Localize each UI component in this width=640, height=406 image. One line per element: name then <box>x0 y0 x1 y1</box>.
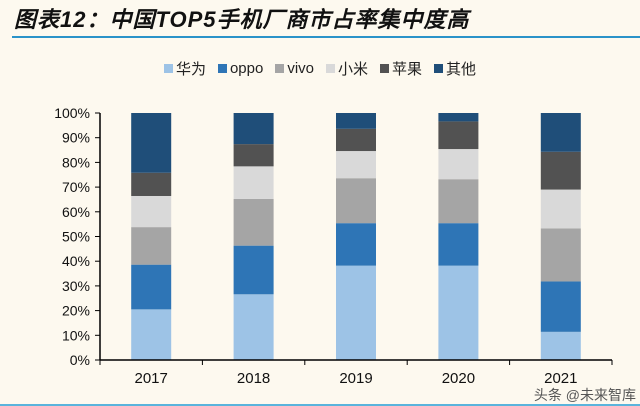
legend-label: 华为 <box>175 61 206 78</box>
y-tick-label: 0% <box>70 352 90 368</box>
legend-label: oppo <box>229 60 264 77</box>
legend-label: 其他 <box>446 61 477 78</box>
legend-swatch <box>434 64 444 73</box>
bottom-divider <box>0 404 640 406</box>
bar-segment <box>233 245 274 295</box>
bar-segment <box>131 309 172 360</box>
y-tick-label: 70% <box>62 179 90 195</box>
y-tick-label: 90% <box>62 130 90 146</box>
legend-item: 苹果 <box>380 58 422 79</box>
bar-segment <box>233 113 274 145</box>
bar-segment <box>438 179 479 224</box>
legend-swatch <box>326 64 336 73</box>
legend-item: oppo <box>217 58 264 79</box>
legend-swatch <box>163 64 173 73</box>
bar-segment <box>540 151 581 190</box>
legend-item: 其他 <box>434 58 476 79</box>
legend-label: 苹果 <box>392 61 423 78</box>
bar-segment <box>131 113 172 173</box>
bar-segment <box>438 121 479 150</box>
y-tick-label: 60% <box>62 204 90 220</box>
bar-segment <box>131 227 172 265</box>
legend: 华为 oppo vivo 小米 苹果 其他 <box>0 58 640 79</box>
y-tick-label: 10% <box>62 327 90 343</box>
title-divider <box>12 36 640 38</box>
x-tick-label: 2019 <box>339 370 372 387</box>
bar-segment <box>438 265 479 360</box>
y-tick-label: 50% <box>62 229 90 245</box>
legend-item: vivo <box>275 58 314 79</box>
watermark: 头条 @未来智库 <box>533 387 636 403</box>
y-tick-label: 80% <box>62 154 90 170</box>
bar-segment <box>336 223 376 266</box>
y-tick-label: 20% <box>62 303 90 319</box>
legend-swatch <box>380 64 390 73</box>
x-tick-label: 2020 <box>442 370 475 387</box>
bar-segment <box>540 331 581 360</box>
bar-segment <box>336 178 376 224</box>
x-tick-label: 2021 <box>544 370 577 387</box>
bar-segment <box>131 172 172 196</box>
bar-segment <box>131 264 172 310</box>
legend-swatch <box>275 64 285 73</box>
bar-segment <box>438 149 479 180</box>
legend-swatch <box>217 64 227 73</box>
bar-segment <box>233 144 274 167</box>
bar-segment <box>336 128 376 152</box>
bar-segment <box>540 189 581 229</box>
bar-segment <box>540 281 581 332</box>
bar-segment <box>336 113 376 129</box>
bar-segment <box>540 228 581 282</box>
bar-segment <box>540 113 581 152</box>
bar-segment <box>233 294 274 360</box>
x-tick-label: 2018 <box>237 370 270 387</box>
chart-title: 图表12：中国TOP5手机厂商市占率集中度高 <box>14 7 470 32</box>
y-tick-label: 30% <box>62 278 90 294</box>
y-tick-label: 100% <box>54 105 90 121</box>
bar-segment <box>233 166 274 199</box>
legend-item: 华为 <box>163 58 206 79</box>
bar-segment <box>336 265 376 360</box>
bar-segment <box>438 223 479 266</box>
y-tick-label: 40% <box>62 253 90 269</box>
bar-segment <box>131 195 172 228</box>
bar-segment <box>438 113 479 122</box>
x-tick-label: 2017 <box>135 370 168 387</box>
legend-item: 小米 <box>326 58 368 79</box>
legend-label: 小米 <box>338 61 369 78</box>
bar-segment <box>233 198 274 246</box>
bar-segment <box>336 151 376 179</box>
legend-label: vivo <box>287 60 315 77</box>
